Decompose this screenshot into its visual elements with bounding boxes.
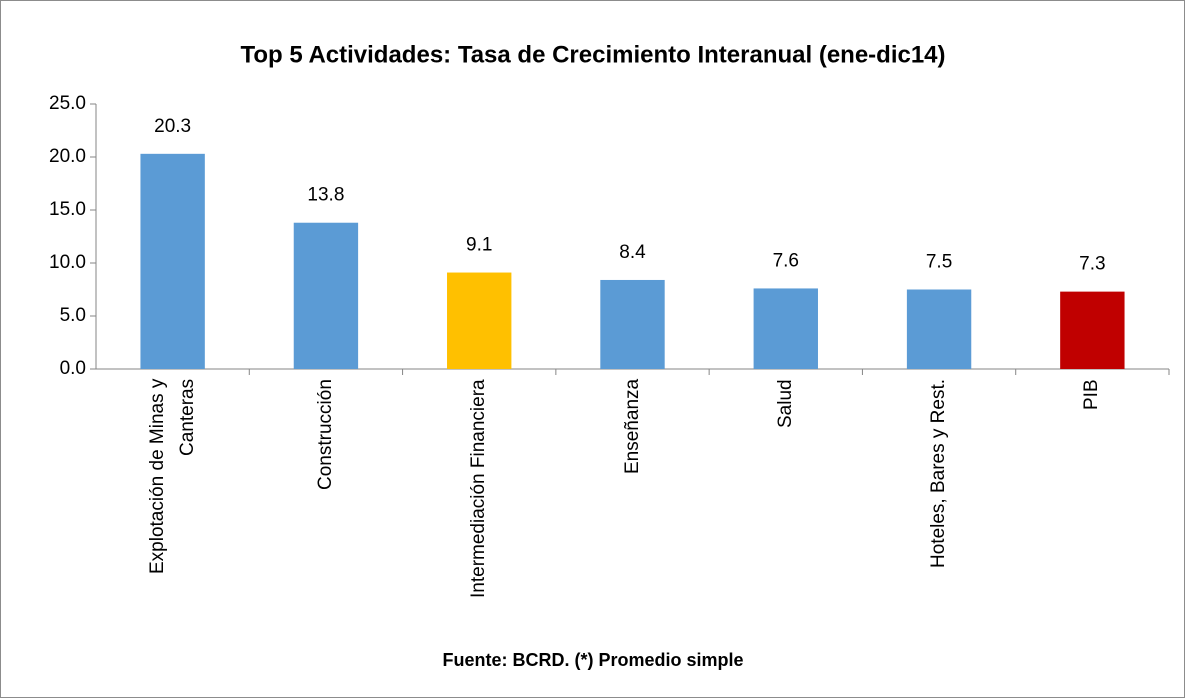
bar (447, 272, 512, 369)
y-tick-label: 15.0 (49, 199, 86, 220)
bar (600, 279, 665, 369)
x-tick-label: Explotación de Minas y Canteras (146, 379, 198, 575)
bar (906, 289, 972, 369)
x-tick-label: PIB (1081, 379, 1103, 410)
y-tick-label: 5.0 (60, 305, 86, 326)
bar (753, 288, 818, 369)
y-tick-label: 25.0 (49, 93, 86, 114)
bar (293, 222, 359, 369)
x-tick-label: Hoteles, Bares y Rest. (928, 379, 950, 569)
data-label: 8.4 (619, 242, 646, 263)
chart-title: Top 5 Actividades: Tasa de Crecimiento I… (240, 41, 945, 68)
y-tick-label: 10.0 (49, 252, 86, 273)
source-note: Fuente: BCRD. (*) Promedio simple (442, 650, 743, 670)
data-label: 7.3 (1079, 254, 1105, 275)
y-tick-label: 20.0 (49, 146, 86, 167)
x-tick-label: Salud (774, 379, 796, 428)
data-label: 13.8 (307, 185, 344, 206)
bar (140, 153, 205, 369)
data-label: 7.5 (926, 252, 952, 273)
data-label: 9.1 (466, 235, 492, 256)
data-label: 20.3 (154, 116, 191, 137)
data-label: 7.6 (773, 250, 799, 271)
x-tick-label: Intermediación Financiera (468, 379, 490, 598)
x-tick-label: Construcción (314, 379, 336, 490)
y-tick-label: 0.0 (60, 358, 86, 379)
bar (1060, 291, 1125, 369)
x-tick-label: Enseñanza (621, 379, 643, 475)
